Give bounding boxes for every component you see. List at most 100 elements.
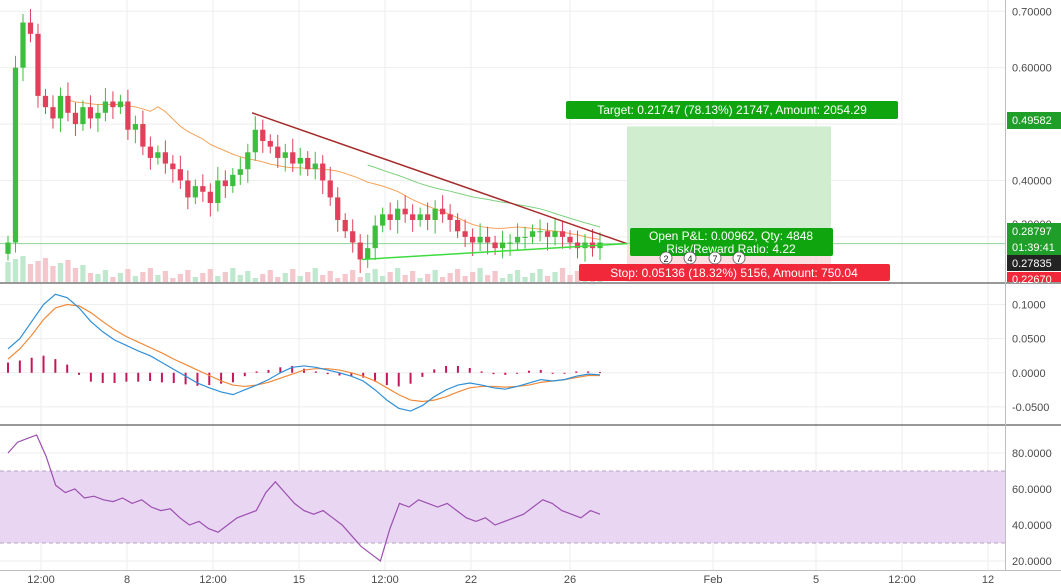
volume-bar xyxy=(410,271,416,282)
target-price-badge-text: 0.49582 xyxy=(1012,115,1052,127)
volume-bars xyxy=(5,256,603,282)
volume-bar xyxy=(417,278,423,282)
candle-body xyxy=(365,248,371,260)
volume-bar xyxy=(574,271,581,282)
resistance-trendline xyxy=(251,112,628,245)
rsi-panel xyxy=(0,434,1005,563)
candle-body xyxy=(87,107,94,119)
macd-hist-bar xyxy=(30,357,33,373)
candle-body xyxy=(290,152,296,164)
volume-bar xyxy=(297,276,303,282)
volume-bar xyxy=(192,277,198,282)
candle-body xyxy=(327,180,333,198)
volume-bar xyxy=(395,268,401,282)
macd-hist-bar xyxy=(445,365,448,373)
candle-body xyxy=(499,242,506,249)
entry-price-badge-text: 0.28797 xyxy=(1012,226,1052,238)
target-price-badge xyxy=(1007,112,1061,129)
candle-body xyxy=(140,124,146,147)
macd-hist-bar xyxy=(18,360,21,373)
macd-hist-bar xyxy=(149,372,152,381)
macd-panel xyxy=(7,293,601,412)
target-label-box xyxy=(566,101,898,119)
candle-body xyxy=(335,197,341,220)
candle-body xyxy=(162,152,168,164)
volume-bar xyxy=(237,275,243,282)
event-markers[interactable]: 2 4 7 7 xyxy=(659,251,746,265)
countdown-badge xyxy=(1007,239,1061,255)
volume-bar xyxy=(469,272,476,282)
candles xyxy=(5,9,603,273)
candle-body xyxy=(72,112,79,125)
event-marker-4[interactable] xyxy=(732,251,746,265)
candle-body xyxy=(132,124,139,130)
volume-bar xyxy=(222,272,228,282)
volume-bar xyxy=(380,276,386,282)
volume-bar xyxy=(275,277,281,282)
event-marker-3[interactable] xyxy=(708,251,722,265)
volume-bar xyxy=(492,271,498,282)
macd-hist-bar xyxy=(314,371,317,373)
x-tick-label-8: 5 xyxy=(813,574,819,586)
macd-hist-bar xyxy=(303,368,305,373)
position-tool[interactable]: Target: 0.21747 (78.13%) 21747, Amount: … xyxy=(566,101,898,281)
volume-bar xyxy=(537,269,543,282)
candle-body xyxy=(410,214,416,220)
candle-body xyxy=(20,22,26,68)
volume-bar xyxy=(80,265,86,282)
candle-body xyxy=(185,180,191,198)
event-marker-2[interactable] xyxy=(683,251,697,265)
candle-body xyxy=(12,67,19,243)
candle-body xyxy=(230,174,236,187)
macd-hist-bar xyxy=(599,372,601,374)
volume-bar xyxy=(567,275,573,282)
candle-body xyxy=(5,242,11,254)
candle-body xyxy=(440,208,446,215)
volume-bar xyxy=(125,269,131,282)
ma-slow-line xyxy=(367,164,601,228)
candle-body xyxy=(395,208,401,220)
volume-bar xyxy=(282,273,288,282)
candle-body xyxy=(522,236,528,238)
volume-bar xyxy=(185,270,191,282)
volume-bar xyxy=(65,260,71,282)
macd-hist-bar xyxy=(137,372,140,382)
candle-body xyxy=(215,180,221,204)
candle-body xyxy=(462,231,468,237)
volume-bar xyxy=(514,270,521,282)
price-panel xyxy=(0,9,1005,282)
price-y-tick-2: 0.40000 xyxy=(1012,175,1052,187)
stop-price-badge-text: 0.22670 xyxy=(1012,274,1052,286)
x-tick-label-9: 12:00 xyxy=(888,574,916,586)
candle-body xyxy=(237,169,243,175)
volume-bar xyxy=(35,261,41,282)
event-marker-1[interactable] xyxy=(659,251,673,265)
ma-fast-line xyxy=(67,99,601,240)
countdown-badge-text: 01:39:41 xyxy=(1012,242,1055,254)
macd-hist-bar xyxy=(374,372,377,382)
volume-bar xyxy=(544,276,551,282)
x-tick-label-5: 22 xyxy=(465,574,477,586)
macd-hist-bar xyxy=(338,372,341,376)
macd-hist-bar xyxy=(113,372,116,384)
candle-body xyxy=(469,236,476,243)
macd-y-tick-3: -0.0500 xyxy=(1012,402,1049,414)
candle-body xyxy=(275,146,281,158)
macd-hist-bar xyxy=(480,371,483,373)
volume-bar xyxy=(132,276,139,282)
volume-bar xyxy=(559,268,566,282)
candle-body xyxy=(192,186,198,198)
volume-bar xyxy=(252,278,258,282)
macd-hist-bar xyxy=(7,362,9,373)
candle-body xyxy=(350,231,356,243)
candle-body xyxy=(447,214,453,220)
volume-bar xyxy=(462,276,468,282)
candle-body xyxy=(200,186,206,192)
candle-body xyxy=(65,95,71,113)
candle-body xyxy=(529,231,536,237)
volume-bar xyxy=(350,270,356,282)
volume-bar xyxy=(305,272,311,282)
volume-bar xyxy=(155,275,161,282)
volume-bar xyxy=(499,278,506,282)
